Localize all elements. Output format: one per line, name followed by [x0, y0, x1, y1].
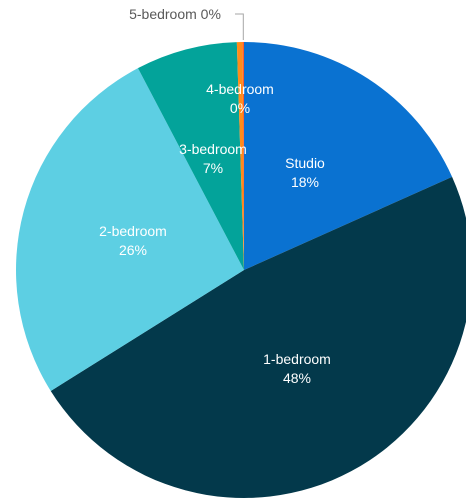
pie-slice-5-bedroom — [242, 41, 244, 270]
data-label-2-bedroom: 2-bedroom 26% — [99, 223, 167, 258]
pie-data-labels: Studio 18% 1-bedroom 48% 2-bedroom 26% 3-bedro… — [99, 6, 331, 386]
pie-slice-3-bedroom — [137, 42, 244, 270]
pie-slice-4-bedroom — [236, 42, 244, 270]
pie-slice-1-bedroom — [50, 176, 466, 498]
data-label-studio: Studio 18% — [285, 155, 325, 190]
leader-line-5-bedroom — [235, 13, 244, 40]
pie-slice-2-bedroom — [16, 68, 245, 391]
pie-leader-lines — [235, 13, 244, 40]
data-label-3-bedroom: 3-bedroom 7% — [179, 141, 247, 176]
data-label-1-bedroom: 1-bedroom 48% — [263, 351, 331, 386]
pie-slices — [16, 41, 466, 498]
data-label-5-bedroom: 5-bedroom 0% — [129, 6, 221, 22]
data-label-4-bedroom: 4-bedroom 0% — [206, 81, 274, 116]
pie-slice-studio — [244, 42, 453, 270]
